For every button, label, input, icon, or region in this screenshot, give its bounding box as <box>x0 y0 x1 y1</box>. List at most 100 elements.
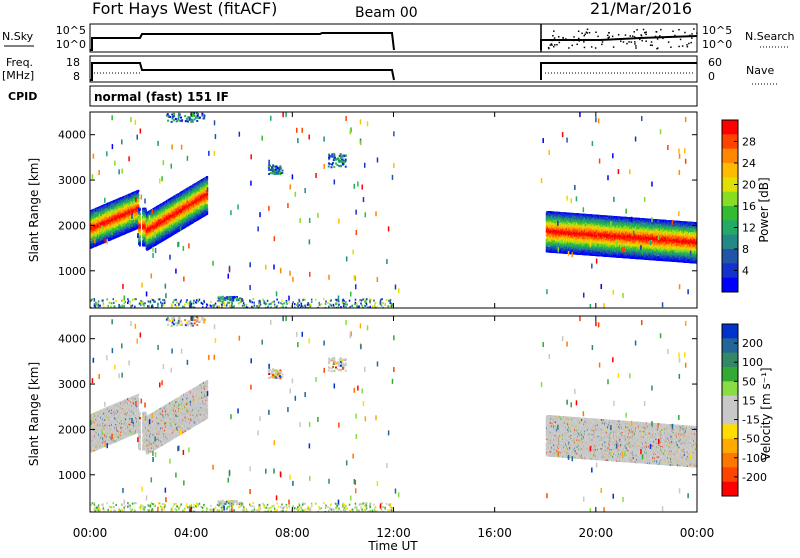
nsearch-dot <box>640 34 642 36</box>
nsearch-dot <box>684 32 686 34</box>
nsearch-dot <box>655 36 657 38</box>
nsearch-dot <box>666 36 668 38</box>
nsearch-dot <box>591 46 593 48</box>
nsearch-dot <box>611 39 613 41</box>
power-cell <box>145 209 147 211</box>
power-cell <box>139 213 141 215</box>
nsearch-dot <box>586 32 588 34</box>
nsearch-dot <box>636 29 638 31</box>
nsearch-dot <box>643 29 645 31</box>
nsearch-dot <box>659 35 661 37</box>
freq-tick-bottom: 8 <box>73 70 80 83</box>
noise-tick-left-top: 10^5 <box>56 24 86 37</box>
power-cell <box>138 197 140 199</box>
nsearch-dot <box>687 46 689 48</box>
nsearch-dot <box>651 37 653 39</box>
nsearch-dot <box>644 32 646 34</box>
nsearch-dot <box>693 28 695 30</box>
power-cell <box>139 208 141 210</box>
nsearch-dot <box>672 30 674 32</box>
nsearch-dot <box>620 40 622 42</box>
nsearch-dot <box>550 44 552 46</box>
nsearch-dot <box>572 45 574 47</box>
nsearch-dot <box>634 43 636 45</box>
nsearch-dot <box>568 39 570 41</box>
nsearch-dot <box>573 36 575 38</box>
power-scatter <box>90 112 699 310</box>
nsearch-dot <box>576 44 578 46</box>
nsearch-dot <box>691 33 693 35</box>
nsky-trace <box>90 33 394 50</box>
nsearch-dot <box>691 37 693 39</box>
nsearch-dot <box>668 41 670 43</box>
nsearch-dot <box>583 41 585 43</box>
freq-label: Freq. <box>6 56 33 69</box>
nsearch-dot <box>563 39 565 41</box>
nsearch-dot <box>696 32 698 34</box>
nsearch-dot <box>674 35 676 37</box>
nsearch-dot <box>651 41 653 43</box>
freq-trace-late <box>541 63 697 80</box>
nsearch-dot <box>584 47 586 49</box>
nsearch-dot <box>581 33 583 35</box>
nsearch-dot <box>629 35 631 37</box>
nsearch-dot <box>608 36 610 38</box>
beam-label: Beam 00 <box>355 5 418 21</box>
nsearch-dot <box>634 41 636 43</box>
nsearch-dot <box>688 43 690 45</box>
nsearch-dot <box>625 34 627 36</box>
nave-tick-bottom: 0 <box>708 70 715 83</box>
nsearch-dot <box>660 29 662 31</box>
nsearch-dot <box>635 47 637 49</box>
nsearch-dot <box>628 41 630 43</box>
nsearch-dot <box>602 41 604 43</box>
nsearch-dot <box>587 29 589 31</box>
nsearch-dot <box>613 46 615 48</box>
nsearch-dot <box>554 44 556 46</box>
nsearch-dot <box>558 36 560 38</box>
nsearch-dot <box>656 31 658 33</box>
nsearch-dot <box>578 38 580 40</box>
nsearch-dot <box>552 35 554 37</box>
nsearch-dot <box>556 44 558 46</box>
nsearch-dot <box>612 36 614 38</box>
nsearch-dot <box>551 40 553 42</box>
nsearch-dot <box>678 29 680 31</box>
nsearch-dot <box>562 37 564 39</box>
nsearch-dot <box>595 47 597 49</box>
nsky-label: N.Sky <box>2 30 34 43</box>
power-cell <box>138 194 140 196</box>
station-title: Fort Hays West (fitACF) <box>92 0 277 18</box>
power-cell <box>139 239 141 241</box>
nsearch-dot <box>554 37 556 39</box>
noise-tick-left-bottom: 10^0 <box>56 38 86 51</box>
nsearch-dot <box>639 39 641 41</box>
nsearch-dot <box>623 41 625 43</box>
nsearch-dot <box>633 31 635 33</box>
nsky-trace-late <box>541 36 697 50</box>
noise-tick-right-top: 10^5 <box>702 24 732 37</box>
nsearch-dot <box>584 34 586 36</box>
nsearch-label: N.Search <box>745 30 795 43</box>
nsearch-dot <box>657 38 659 40</box>
nsearch-dot <box>641 40 643 42</box>
nsearch-dot <box>559 42 561 44</box>
noise-tick-right-bottom: 10^0 <box>702 38 732 51</box>
nsearch-dot <box>645 34 647 36</box>
nsearch-dot <box>680 39 682 41</box>
nsearch-dot <box>626 43 628 45</box>
date-label: 21/Mar/2016 <box>590 0 692 18</box>
nsearch-dot <box>670 46 672 48</box>
nsearch-dot <box>597 36 599 38</box>
freq-unit-label: [MHz] <box>2 69 34 82</box>
nsearch-dot <box>601 44 603 46</box>
nsearch-dot <box>578 40 580 42</box>
cpid-mode-label: normal (fast) 151 IF <box>94 90 229 104</box>
nsearch-dot <box>608 39 610 41</box>
power-cell <box>138 190 140 192</box>
nsearch-dot <box>618 34 620 36</box>
nsearch-dot <box>632 35 634 37</box>
nsearch-dot <box>662 38 664 40</box>
nsearch-dot <box>678 46 680 48</box>
